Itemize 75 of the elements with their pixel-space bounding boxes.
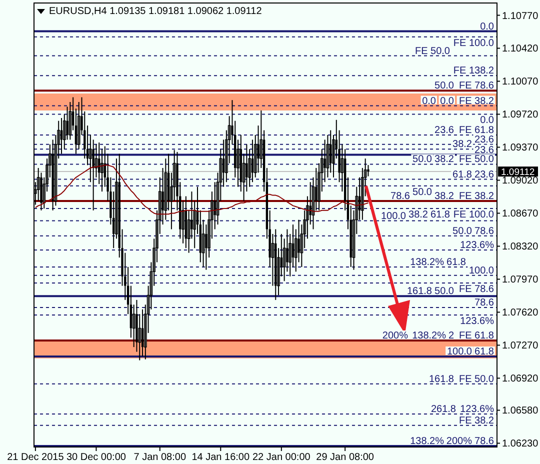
x-tick-label: 7 Jan 08:00 <box>134 452 186 463</box>
y-tick-label: 1.07270 <box>502 340 539 352</box>
annotation: FE 50.0 <box>458 374 494 385</box>
annotation: 50.0 <box>452 226 472 237</box>
y-tick-label: 1.09370 <box>502 142 539 154</box>
annotation: 161.8 <box>428 374 454 385</box>
annotation: FE 50.0 <box>458 154 494 166</box>
annotation: FE 100.0 <box>453 210 494 221</box>
annotation: 123.6% <box>460 316 494 328</box>
annotation: 100.0 <box>446 346 472 358</box>
annotation: 50.0 <box>434 286 454 298</box>
annotation: FE 61.8 <box>458 124 494 136</box>
annotation: 78.6 <box>474 297 494 308</box>
annotation: 261.8 <box>430 404 456 416</box>
y-tick-label: 1.09720 <box>502 110 539 121</box>
annotation: 138.2% <box>412 330 446 342</box>
y-tick-label: 1.06920 <box>502 374 539 385</box>
y-tick-label: 1.10070 <box>502 76 539 88</box>
annotation: 78.6 <box>390 190 410 202</box>
y-tick-label: 1.10770 <box>502 10 539 22</box>
y-tick-label: 1.07620 <box>502 308 539 319</box>
annotation: 78.6 <box>474 226 494 237</box>
annotation: 23.6 <box>474 144 494 156</box>
annotation: 38.2 <box>452 139 472 150</box>
annotation: FE 138.2 <box>453 66 494 77</box>
y-tick-label: 1.08670 <box>502 208 539 220</box>
annotation: FE 50.0 <box>414 46 450 57</box>
annotation: 50.0 <box>434 80 454 92</box>
annotation: 0.0 <box>480 21 494 32</box>
y-tick-label: 1.10420 <box>502 44 539 55</box>
annotation: 100.0 <box>380 210 406 222</box>
annotation: 123.6% <box>460 404 494 416</box>
annotation: FE 100.0 <box>453 38 494 49</box>
annotation: 61.8 <box>452 169 472 180</box>
annotation: 61.8 <box>474 346 494 358</box>
annotation: 0.0 <box>440 96 454 107</box>
annotation: 61.8 <box>430 210 450 221</box>
y-tick-label: 1.06580 <box>502 406 539 417</box>
y-tick-label: 1.08320 <box>502 242 539 253</box>
annotation: FE 38.2 <box>458 190 494 202</box>
annotation: 161.8 <box>406 286 432 298</box>
annotation: 38.2 <box>434 190 454 202</box>
annotation: 78.6 <box>474 436 494 448</box>
annotation: 23.6 <box>474 169 494 180</box>
x-tick-label: 21 Dec 2015 <box>7 452 64 463</box>
x-tick-label: 14 Jan 16:00 <box>192 452 250 463</box>
annotation: 23.6 <box>434 124 454 136</box>
annotation: 38.2 <box>434 154 454 166</box>
annotation: 23.6 <box>474 134 494 146</box>
annotation: FE 78.6 <box>458 80 494 92</box>
annotation: 138.2% <box>410 256 444 268</box>
annotation: 38.2 <box>408 210 428 221</box>
x-tick-label: 30 Dec 00:00 <box>66 452 126 463</box>
chart-title: EURUSD,H4 1.09135 1.09181 1.09062 1.09112 <box>49 6 262 17</box>
annotation: 200% <box>446 436 472 448</box>
annotation: 138.2% <box>410 436 444 448</box>
ref-line-label: 1.09112 <box>501 166 535 178</box>
y-tick-label: 1.06230 <box>502 438 539 450</box>
annotation: FE 61.8 <box>458 330 494 342</box>
annotation: 200% <box>382 330 408 342</box>
annotation: 50.0 <box>412 186 432 198</box>
annotation: 123.6% <box>460 240 494 251</box>
annotation: FE 38.2 <box>458 96 494 107</box>
annotation: 50.0 <box>412 154 432 166</box>
annotation: 0.0 <box>480 115 494 126</box>
annotation: 100.0 <box>468 265 494 276</box>
y-tick-label: 1.07970 <box>502 274 539 286</box>
annotation: FE 78.6 <box>458 284 494 295</box>
annotation: FE 38.2 <box>458 415 494 426</box>
annotation: 2 <box>448 330 454 342</box>
x-tick-label: 29 Jan 08:00 <box>316 452 374 463</box>
x-tick-label: 22 Jan 00:00 <box>252 452 311 463</box>
y-tick-label: 1.09020 <box>502 176 539 187</box>
annotation: 0.0 <box>422 96 436 107</box>
annotation: 61.8 <box>446 256 466 268</box>
